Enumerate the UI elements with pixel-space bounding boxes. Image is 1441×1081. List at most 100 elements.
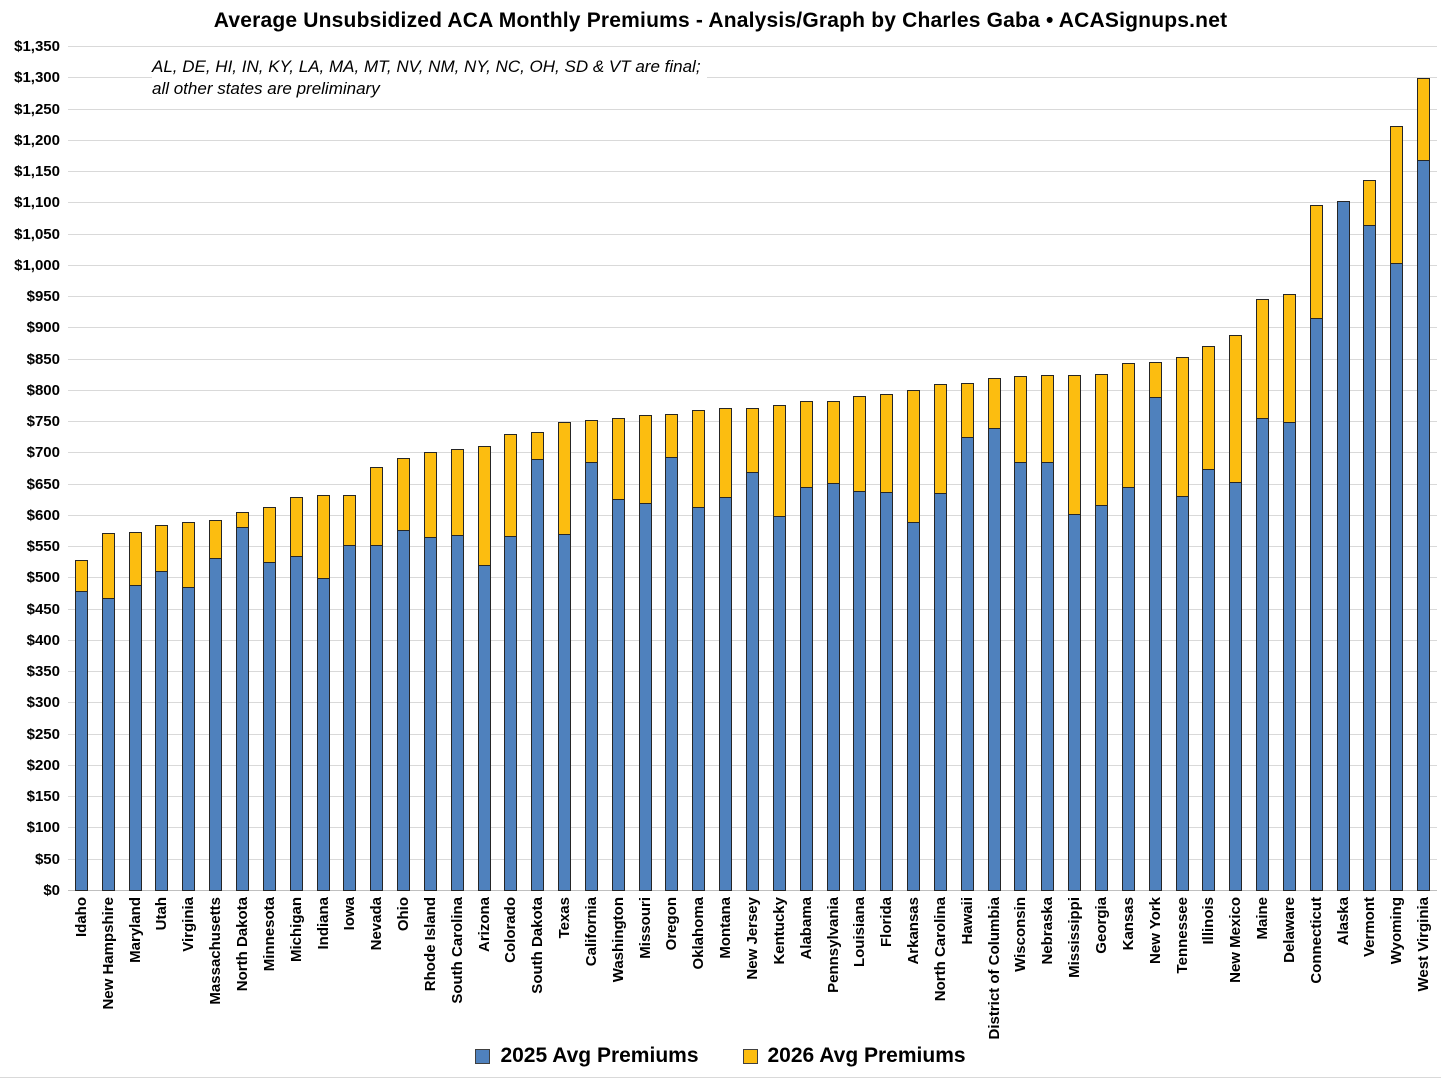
x-axis-label-kentucky: Kentucky bbox=[770, 897, 788, 965]
x-label-column: Virginia bbox=[175, 897, 202, 1042]
x-label-column: Missouri bbox=[632, 897, 659, 1042]
x-axis-label-hawaii: Hawaii bbox=[958, 897, 976, 945]
bar-texas bbox=[558, 422, 572, 891]
bar-new-jersey bbox=[746, 407, 760, 891]
bar-segment-2025 bbox=[1202, 469, 1216, 891]
bar-segment-2025 bbox=[746, 471, 760, 891]
bar-segment-2025 bbox=[1121, 486, 1135, 891]
bar-segment-2025 bbox=[1175, 495, 1189, 891]
bar-segment-2025 bbox=[907, 522, 921, 891]
x-label-column: Ohio bbox=[390, 897, 417, 1042]
bar-segment-2025 bbox=[1094, 504, 1108, 891]
bar-column-colorado bbox=[498, 47, 525, 891]
bar-wisconsin bbox=[1014, 376, 1028, 891]
bar-segment-2025 bbox=[1068, 514, 1082, 891]
bar-column-georgia bbox=[1088, 47, 1115, 891]
x-axis-label-arizona: Arizona bbox=[475, 897, 493, 953]
bar-segment-2025 bbox=[235, 526, 249, 891]
legend-item-2026: 2026 Avg Premiums bbox=[742, 1044, 966, 1068]
bar-florida bbox=[880, 394, 894, 891]
x-axis-label-north-dakota: North Dakota bbox=[233, 897, 251, 992]
bar-column-virginia bbox=[175, 47, 202, 891]
bar-segment-2026 bbox=[1094, 373, 1108, 505]
bar-connecticut bbox=[1309, 205, 1323, 891]
x-label-column: District of Columbia bbox=[981, 897, 1008, 1042]
x-label-column: Utah bbox=[149, 897, 176, 1042]
y-axis-tick-label: $300 bbox=[26, 694, 60, 712]
legend-label-2025: 2025 Avg Premiums bbox=[500, 1044, 699, 1067]
y-axis-tick-label: $1,100 bbox=[14, 194, 60, 212]
bar-segment-2026 bbox=[584, 419, 598, 462]
x-label-column: New York bbox=[1142, 897, 1169, 1042]
plot-area bbox=[68, 46, 1437, 891]
bar-segment-2026 bbox=[719, 408, 733, 497]
bar-segment-2025 bbox=[316, 577, 330, 891]
bar-alabama bbox=[799, 401, 813, 891]
bar-new-york bbox=[1148, 362, 1162, 891]
bar-segment-2026 bbox=[343, 494, 357, 546]
bar-north-carolina bbox=[933, 384, 947, 891]
x-axis-label-new-hampshire: New Hampshire bbox=[99, 897, 117, 1010]
bar-segment-2026 bbox=[182, 522, 196, 587]
bar-segment-2025 bbox=[772, 515, 786, 891]
bar-segment-2026 bbox=[826, 400, 840, 483]
x-axis-label-tennessee: Tennessee bbox=[1173, 897, 1191, 974]
bar-kentucky bbox=[772, 404, 786, 891]
x-label-column: Texas bbox=[551, 897, 578, 1042]
x-axis-label-missouri: Missouri bbox=[636, 897, 654, 959]
bar-column-north-dakota bbox=[229, 47, 256, 891]
bar-segment-2026 bbox=[1068, 374, 1082, 514]
legend-item-2025: 2025 Avg Premiums bbox=[475, 1044, 699, 1068]
bars-container bbox=[68, 47, 1437, 891]
bar-rhode-island bbox=[423, 452, 437, 891]
x-axis-label-florida: Florida bbox=[878, 897, 896, 948]
x-label-column: Illinois bbox=[1195, 897, 1222, 1042]
x-label-column: Florida bbox=[873, 897, 900, 1042]
x-label-column: Pennsylvania bbox=[820, 897, 847, 1042]
bar-segment-2026 bbox=[531, 432, 545, 459]
gridline bbox=[68, 296, 1437, 298]
chart-subtitle: AL, DE, HI, IN, KY, LA, MA, MT, NV, NM, … bbox=[152, 56, 707, 100]
gridline bbox=[68, 358, 1437, 360]
gridline bbox=[68, 202, 1437, 204]
gridline bbox=[68, 77, 1437, 79]
x-label-column: Maryland bbox=[122, 897, 149, 1042]
x-axis-label-wisconsin: Wisconsin bbox=[1012, 897, 1030, 972]
x-label-column: North Carolina bbox=[927, 897, 954, 1042]
bar-segment-2026 bbox=[101, 533, 115, 599]
bar-segment-2025 bbox=[558, 534, 572, 891]
x-axis-label-maine: Maine bbox=[1254, 897, 1272, 940]
x-label-column: Nebraska bbox=[1034, 897, 1061, 1042]
x-label-column: Arizona bbox=[471, 897, 498, 1042]
bar-district-of-columbia bbox=[987, 378, 1001, 891]
gridline bbox=[68, 233, 1437, 235]
y-axis-tick-label: $1,150 bbox=[14, 163, 60, 181]
y-axis-tick-label: $950 bbox=[26, 288, 60, 306]
x-label-column: Vermont bbox=[1357, 897, 1384, 1042]
legend: 2025 Avg Premiums 2026 Avg Premiums bbox=[0, 1044, 1441, 1068]
bar-segment-2025 bbox=[719, 496, 733, 891]
gridline bbox=[68, 46, 1437, 47]
y-axis-tick-label: $1,200 bbox=[14, 131, 60, 149]
bar-segment-2025 bbox=[262, 561, 276, 891]
x-axis-label-nebraska: Nebraska bbox=[1039, 897, 1057, 965]
bar-segment-2026 bbox=[907, 390, 921, 523]
bar-georgia bbox=[1094, 373, 1108, 891]
y-axis-tick-label: $550 bbox=[26, 538, 60, 556]
x-axis-label-massachusetts: Massachusetts bbox=[207, 897, 225, 1005]
x-label-column: Connecticut bbox=[1303, 897, 1330, 1042]
bar-segment-2025 bbox=[826, 482, 840, 891]
x-label-column: Arkansas bbox=[900, 897, 927, 1042]
bar-column-wisconsin bbox=[1008, 47, 1035, 891]
bar-tennessee bbox=[1175, 356, 1189, 891]
bar-segment-2026 bbox=[772, 404, 786, 516]
bar-segment-2026 bbox=[1041, 375, 1055, 463]
bar-segment-2025 bbox=[692, 507, 706, 891]
y-axis-tick-label: $150 bbox=[26, 788, 60, 806]
y-axis-tick-label: $1,050 bbox=[14, 225, 60, 243]
x-label-column: Kentucky bbox=[766, 897, 793, 1042]
x-axis-label-montana: Montana bbox=[717, 897, 735, 959]
bar-new-hampshire bbox=[101, 533, 115, 891]
bar-column-utah bbox=[149, 47, 176, 891]
y-axis-tick-label: $250 bbox=[26, 725, 60, 743]
